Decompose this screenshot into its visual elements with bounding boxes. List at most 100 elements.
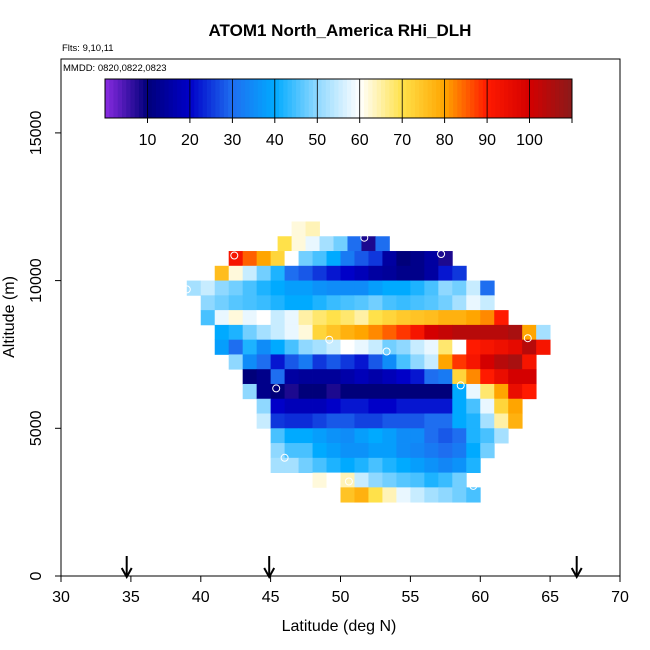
heatmap-cell [368, 413, 383, 429]
heatmap-cell [424, 443, 439, 459]
x-tick-label: 40 [192, 589, 210, 606]
heatmap-cell [340, 413, 355, 429]
colorbar-segment [245, 79, 250, 118]
colorbar-segment [105, 79, 110, 118]
heatmap-cell [298, 428, 313, 444]
colorbar-segment [143, 79, 148, 118]
heatmap-cell [340, 265, 355, 281]
heatmap-cell [256, 383, 272, 400]
heatmap-cell [284, 457, 299, 473]
heatmap-cell [256, 324, 272, 341]
colorbar-segment [516, 79, 522, 118]
heatmap-cell [200, 295, 216, 311]
heatmap-cell [466, 354, 481, 370]
heatmap-cell [312, 383, 327, 400]
heatmap-cell [354, 457, 369, 473]
heatmap-cell [354, 413, 369, 429]
heatmap-cell [382, 383, 397, 400]
heatmap-cell [228, 295, 244, 311]
heatmap-cell [312, 443, 327, 459]
colorbar-segment [211, 79, 216, 118]
arrow-head [263, 567, 276, 580]
heatmap-cell [508, 383, 523, 400]
colorbar-segment [567, 79, 573, 118]
colorbar-segment [232, 79, 238, 118]
heatmap-cell [326, 383, 341, 400]
heatmap-cell [312, 398, 327, 414]
heatmap-cell [382, 280, 397, 296]
heatmap-cell [326, 443, 341, 459]
heatmap-cell [298, 295, 313, 311]
heatmap-cell [270, 413, 286, 429]
colorbar-segment [504, 79, 509, 118]
heatmap-cell [396, 295, 411, 311]
heatmap-cell [452, 398, 467, 414]
heatmap-cell [326, 457, 341, 473]
heatmap-cell [214, 280, 230, 296]
heatmap-cell [270, 310, 286, 326]
heatmap-cell [536, 339, 551, 355]
heatmap-cell [305, 236, 320, 252]
heatmap-cell [242, 339, 258, 355]
heatmap-cell [312, 354, 327, 370]
heatmap-cell [522, 383, 537, 400]
heatmap-cell [508, 324, 523, 341]
colorbar-segment [406, 79, 412, 118]
heatmap-cell [466, 310, 481, 326]
heatmap-cell [284, 310, 299, 326]
heatmap-cell [270, 251, 286, 267]
heatmap-cell [270, 280, 286, 296]
colorbar-segment [189, 79, 195, 118]
heatmap-cell [256, 251, 272, 267]
heatmap-cell [424, 428, 439, 444]
heatmap-cell [452, 295, 467, 311]
heatmap-cell [452, 354, 467, 370]
heatmap-cell [452, 443, 467, 459]
flight-marker-circle [280, 453, 289, 462]
colorbar-segment [397, 79, 403, 118]
heatmap-cell [396, 265, 411, 281]
colorbar-segment [334, 79, 339, 118]
heatmap-cell [291, 236, 306, 252]
heatmap-cell [438, 369, 453, 385]
y-axis-label: Altitude (m) [1, 276, 18, 358]
colorbar-segment [279, 79, 284, 118]
colorbar-segment [555, 79, 560, 118]
colorbar-segment [121, 79, 127, 118]
heatmap-cell [508, 369, 523, 385]
heatmap-cell [326, 369, 341, 385]
heatmap-cell [396, 443, 411, 459]
heatmap-cell [424, 369, 439, 385]
colorbar-segment [185, 79, 191, 118]
heatmap-cell [396, 428, 411, 444]
colorbar-segment [304, 79, 310, 118]
colorbar-segment [228, 79, 233, 118]
colorbar-segment [266, 79, 272, 118]
heatmap-cell [312, 369, 327, 385]
heatmap-cell [508, 339, 523, 355]
heatmap-cell [410, 369, 425, 385]
heatmap-cell [410, 487, 425, 503]
heatmap-cell [466, 413, 481, 429]
heatmap-cell [396, 354, 411, 370]
heatmap-cell [284, 398, 299, 414]
colorbar-segment [181, 79, 187, 118]
heatmap-cell [242, 251, 258, 267]
heatmap-cell [354, 310, 369, 326]
flight-marker-circle [325, 335, 334, 344]
heatmap-cell [424, 487, 439, 503]
heatmap-cell [480, 369, 495, 385]
heatmap-cell [480, 413, 495, 429]
heatmap-cell [424, 398, 439, 414]
colorbar-segment [308, 79, 314, 118]
colorbar-segment [168, 79, 174, 118]
colorbar: 10 20 30 40 50 60 70 80 90 100 [104, 78, 573, 149]
heatmap-cell [508, 398, 523, 414]
heatmap-cell [228, 310, 244, 326]
heatmap-cell [277, 236, 292, 252]
colorbar-segment [461, 79, 467, 118]
heatmap-cell [354, 369, 369, 385]
heatmap-cell [382, 265, 397, 281]
x-tick-label: 60 [471, 589, 489, 606]
heatmap-cell [298, 383, 313, 400]
